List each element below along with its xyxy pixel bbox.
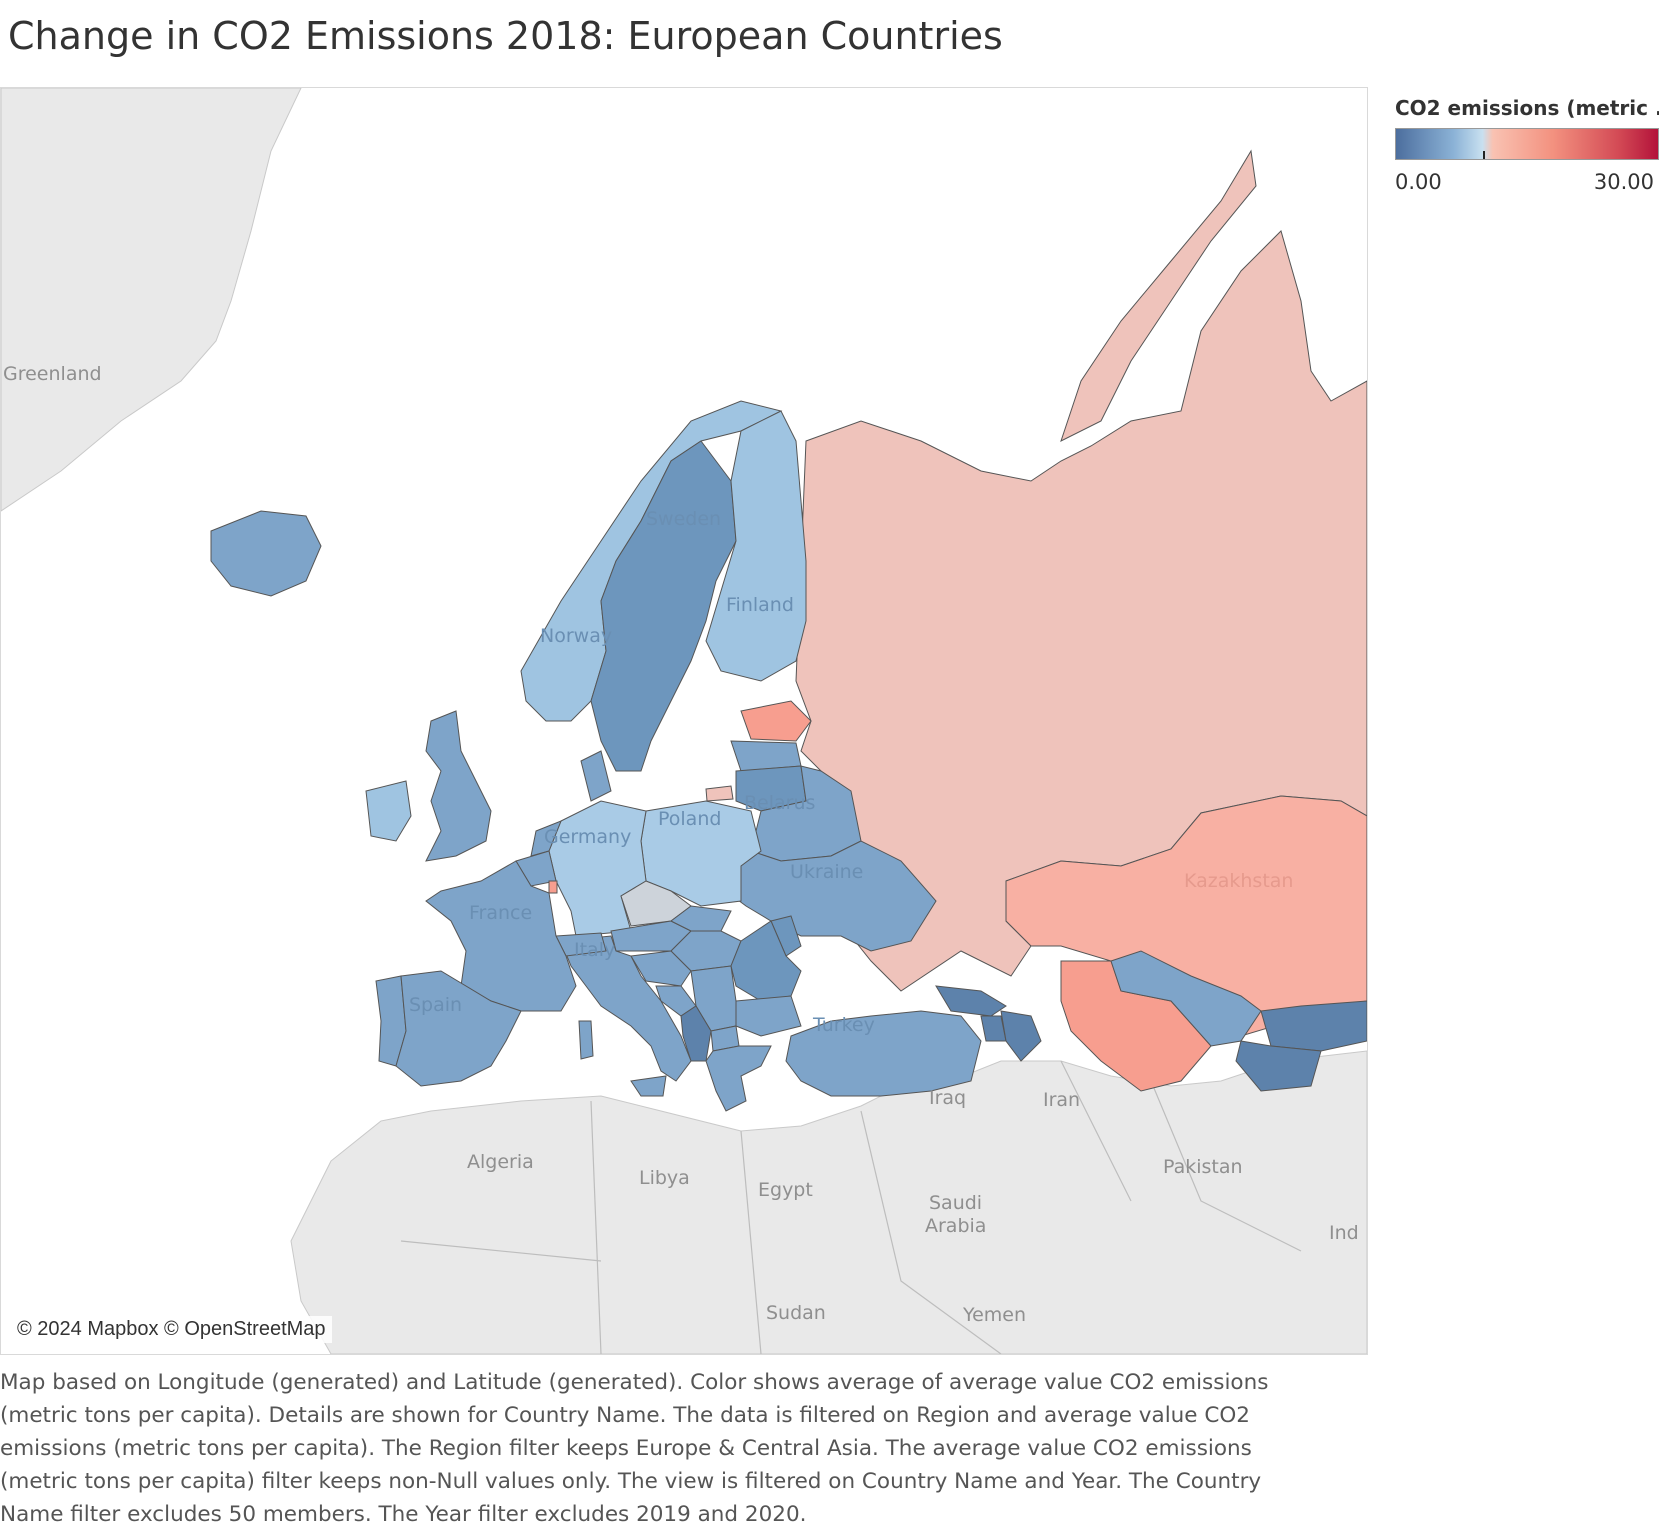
label-pakistan: Pakistan	[1163, 1156, 1243, 1178]
country-georgia[interactable]	[935, 985, 1007, 1017]
label-spain: Spain	[409, 994, 462, 1016]
label-norway: Norway	[540, 625, 612, 647]
label-india: Ind	[1329, 1222, 1359, 1244]
label-egypt: Egypt	[758, 1179, 813, 1201]
country-turkey[interactable]	[785, 1010, 982, 1097]
country-croatia[interactable]	[630, 950, 692, 987]
label-sudan: Sudan	[766, 1302, 826, 1324]
legend-title: CO2 emissions (metric ...	[1395, 96, 1659, 120]
legend-gradient-bar	[1395, 128, 1659, 160]
label-turkey: Turkey	[812, 1014, 875, 1036]
country-italy[interactable]	[560, 935, 692, 1082]
label-finland: Finland	[726, 594, 794, 616]
label-algeria: Algeria	[467, 1151, 534, 1173]
legend-midpoint-tick	[1483, 151, 1485, 159]
label-germany: Germany	[544, 826, 631, 848]
color-legend: CO2 emissions (metric ... 0.00 30.00	[1395, 96, 1660, 194]
map-view[interactable]: Greenland Sweden Finland Norway Poland B…	[0, 87, 1368, 1355]
country-finland[interactable]	[705, 410, 807, 682]
label-ukraine: Ukraine	[790, 861, 863, 883]
label-france: France	[469, 902, 532, 924]
country-iceland[interactable]	[210, 510, 322, 597]
chart-title: Change in CO2 Emissions 2018: European C…	[8, 14, 1003, 58]
label-poland: Poland	[658, 808, 721, 830]
map-caption: Map based on Longitude (generated) and L…	[0, 1370, 1269, 1527]
italy-sicily[interactable]	[630, 1075, 667, 1097]
label-libya: Libya	[639, 1167, 690, 1189]
country-united-kingdom[interactable]	[425, 710, 492, 862]
country-tajikistan[interactable]	[1235, 1040, 1322, 1092]
label-sweden: Sweden	[646, 508, 721, 530]
map-canvas[interactable]: Greenland Sweden Finland Norway Poland B…	[1, 88, 1367, 1354]
map-attribution[interactable]: © 2024 Mapbox © OpenStreetMap	[11, 1316, 332, 1343]
country-greece[interactable]	[705, 1045, 772, 1112]
label-arabia: Arabia	[925, 1215, 986, 1237]
country-azerbaijan[interactable]	[1000, 1010, 1042, 1062]
country-ireland[interactable]	[365, 780, 412, 842]
country-bulgaria[interactable]	[735, 995, 802, 1037]
label-italy: Italy	[574, 939, 615, 961]
greenland-landmass	[1, 88, 302, 512]
country-uzbekistan[interactable]	[1110, 950, 1262, 1047]
label-greenland: Greenland	[3, 363, 102, 385]
legend-min-label: 0.00	[1395, 170, 1442, 194]
italy-sardinia[interactable]	[578, 1020, 594, 1060]
label-belarus: Belarus	[744, 792, 815, 814]
label-kazakhstan: Kazakhstan	[1184, 870, 1293, 892]
country-france[interactable]	[425, 860, 577, 1012]
label-yemen: Yemen	[962, 1304, 1026, 1326]
country-sweden[interactable]	[590, 440, 737, 772]
country-spain[interactable]	[395, 970, 522, 1087]
africa-middle-east-landmass	[290, 1050, 1367, 1354]
country-luxembourg[interactable]	[548, 880, 558, 894]
region-border	[400, 1060, 1302, 1354]
label-iraq: Iraq	[929, 1087, 966, 1109]
legend-max-label: 30.00	[1593, 170, 1654, 194]
russia-arctic-island[interactable]	[1060, 149, 1257, 442]
country-slovakia[interactable]	[670, 905, 732, 932]
country-estonia[interactable]	[740, 700, 812, 742]
label-iran: Iran	[1043, 1089, 1080, 1111]
label-saudi: Saudi	[929, 1192, 982, 1214]
country-denmark[interactable]	[580, 750, 612, 802]
region-kaliningrad[interactable]	[705, 785, 734, 802]
